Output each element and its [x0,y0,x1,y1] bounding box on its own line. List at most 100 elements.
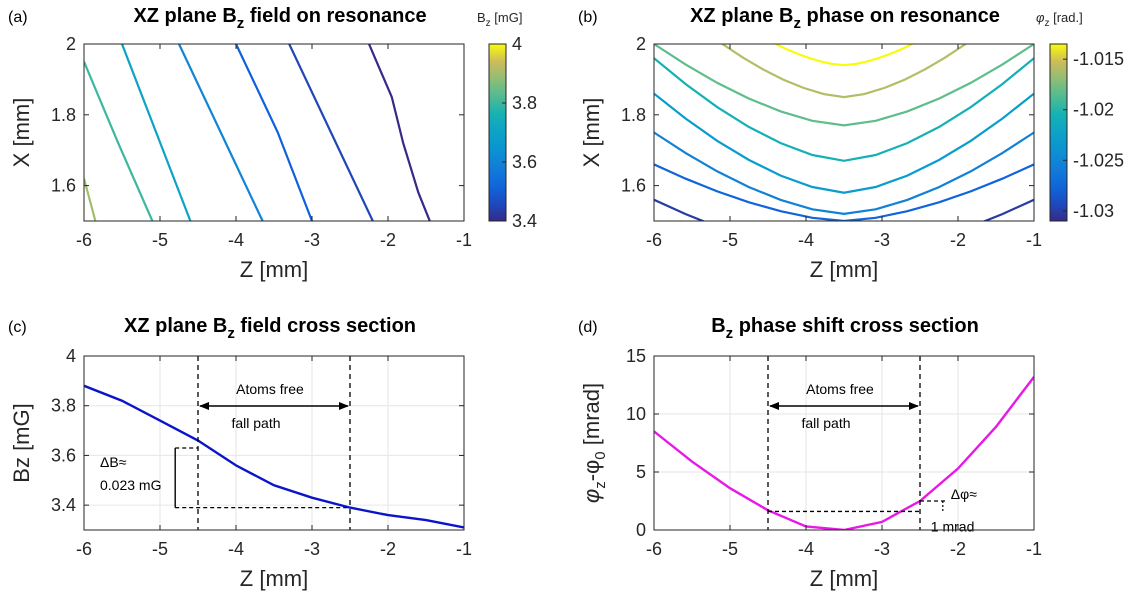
contour-line [654,44,1034,127]
y-axis-label: Bz [mG] [9,403,34,482]
delta-label-line1: ΔB≈ [100,454,127,470]
x-tick-label: -3 [874,230,890,250]
x-tick-label: -5 [152,539,168,559]
y-axis-label: X [mm] [579,98,604,168]
contour-line [654,92,1034,194]
panel-title: XZ plane Bz field on resonance [133,5,426,32]
colorbar-tick-label: 4 [512,34,522,54]
series-line [654,376,1034,530]
path-arrow-head-right [909,402,919,410]
colorbar-tick-label: 3.4 [512,211,537,231]
panel-d: Atoms free fall path Δφ≈ 1 mrad -6 -5 -4 -3 -2 -1… [579,346,1042,591]
x-tick-label: -3 [304,230,320,250]
x-tick-label: -4 [798,539,814,559]
y-tick-label: 1.8 [51,105,76,125]
panel-label: (d) [578,319,598,336]
x-tick-label: -4 [228,230,244,250]
panel-c: Atoms free fall path ΔB≈ 0.023 mG -6 -5 -4 -3 -2… [9,346,472,591]
x-tick-label: -1 [1026,230,1042,250]
x-tick-label: -1 [1026,539,1042,559]
y-tick-label: 2 [636,34,646,54]
contour-line [654,198,1034,221]
colorbar-title: φz [rad.] [1036,10,1083,29]
y-tick-label: 2 [66,34,76,54]
colorbar-tick-label: -1.02 [1073,100,1114,120]
x-tick-label: -4 [228,539,244,559]
contour-line [654,131,1034,216]
plot-area [654,44,1034,221]
x-tick-label: -6 [76,230,92,250]
contour-line [721,44,967,99]
x-tick-label: -2 [950,230,966,250]
x-tick-label: -1 [456,230,472,250]
y-tick-label: 1.6 [51,176,76,196]
y-tick-label: 3.8 [51,396,76,416]
x-tick-label: -5 [152,230,168,250]
contour-line [120,44,192,221]
panel-title: Bz phase shift cross section [711,315,979,342]
y-tick-label: 0 [636,520,646,540]
axes-box [653,355,1035,531]
panel-title: XZ plane Bz phase on resonance [690,5,1000,32]
contour-line [367,44,431,221]
contour-line [288,44,374,221]
contour-line [654,163,1034,221]
delta-label-line1: Δφ≈ [951,486,977,502]
colorbar-title: Bz [mG] [477,10,522,29]
x-tick-label: -4 [798,230,814,250]
panel-label: (c) [8,319,27,336]
x-tick-label: -6 [76,539,92,559]
x-tick-label: -2 [380,539,396,559]
colorbar-tick-label: -1.025 [1073,150,1124,170]
contour-line [654,57,1034,162]
colorbar-tick-label: -1.03 [1073,201,1114,221]
contour-line [84,61,154,221]
x-tick-label: -3 [874,539,890,559]
colorbar-tick-label: 3.6 [512,152,537,172]
y-axis-label: φz-φ0 [mrad] [579,383,609,503]
y-tick-label: 15 [626,346,646,366]
plot-area [84,44,431,221]
plot-area [654,376,1034,530]
y-tick-label: 1.6 [621,176,646,196]
panel-label: (b) [578,9,598,26]
path-arrow-head-left [769,402,779,410]
panel-a: -6 -5 -4 -3 -2 -1 1.6 1.8 2 Z [mm] X [mm] 4 3.8 3.6 3.… [9,10,537,282]
axes-box [83,355,465,531]
path-label-line1: Atoms free [236,381,304,397]
x-tick-label: -6 [646,539,662,559]
colorbar [1049,43,1068,222]
x-axis-label: Z [mm] [810,566,878,591]
x-tick-label: -5 [722,230,738,250]
colorbar [488,43,507,222]
x-tick-label: -2 [950,539,966,559]
x-tick-label: -2 [380,230,396,250]
y-axis-label: X [mm] [9,98,34,168]
panel-title: XZ plane Bz field cross section [124,315,416,342]
series-line [84,384,464,529]
x-tick-label: -1 [456,539,472,559]
plot-area [84,384,464,529]
delta-label-line2: 1 mrad [931,518,975,534]
x-axis-label: Z [mm] [240,257,308,282]
x-tick-label: -6 [646,230,662,250]
contour-line [84,178,97,221]
path-label-line1: Atoms free [806,381,874,397]
y-tick-label: 1.8 [621,105,646,125]
y-tick-label: 5 [636,462,646,482]
contour-line [775,44,913,67]
y-tick-label: 3.4 [51,495,76,515]
colorbar-tick-label: -1.015 [1073,49,1124,69]
path-label-line2: fall path [231,415,280,431]
path-arrow-head-left [199,402,209,410]
colorbar-tick-label: 3.8 [512,93,537,113]
y-tick-label: 4 [66,346,76,366]
x-axis-label: Z [mm] [810,257,878,282]
y-tick-label: 10 [626,404,646,424]
path-label-line2: fall path [801,415,850,431]
x-tick-label: -5 [722,539,738,559]
delta-label-line2: 0.023 mG [100,477,161,493]
axes-box [83,43,465,222]
x-axis-label: Z [mm] [240,566,308,591]
